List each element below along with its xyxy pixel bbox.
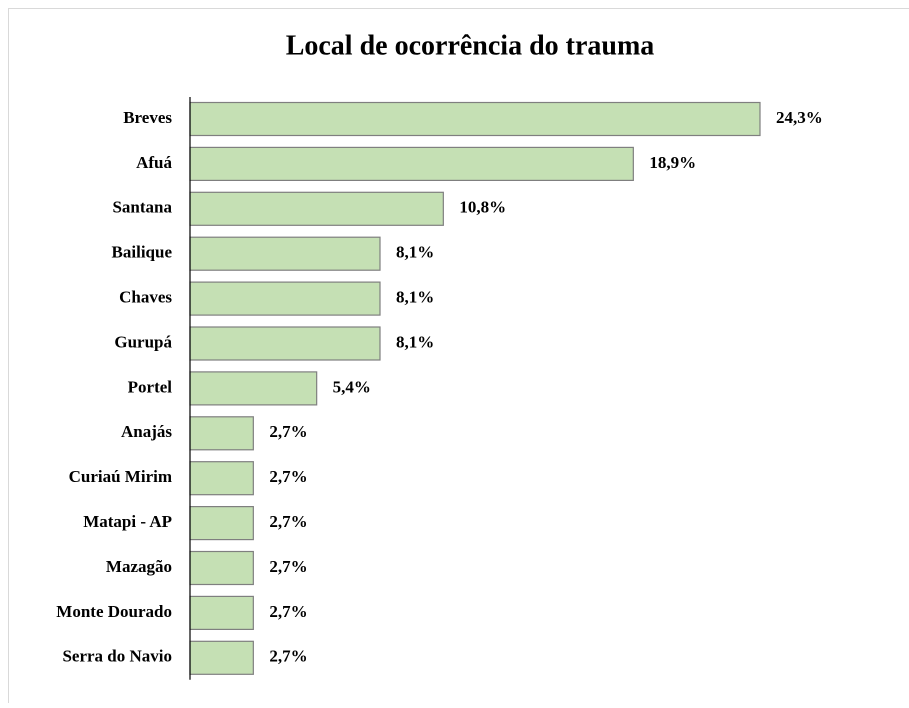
y-tick-label: Serra do Navio [62, 647, 172, 666]
y-tick-label: Afuá [136, 153, 172, 172]
bar [190, 417, 253, 450]
data-label: 8,1% [396, 332, 434, 351]
data-label: 18,9% [649, 153, 696, 172]
data-label: 2,7% [269, 602, 307, 621]
bar [190, 327, 380, 360]
bar [190, 641, 253, 674]
data-label: 2,7% [269, 467, 307, 486]
data-label: 5,4% [333, 377, 371, 396]
bar [190, 552, 253, 585]
y-tick-label: Anajás [121, 422, 172, 441]
chart-title: Local de ocorrência do trauma [286, 30, 655, 61]
data-label: 24,3% [776, 108, 823, 127]
bar [190, 282, 380, 315]
data-label: 10,8% [459, 198, 506, 217]
data-label: 2,7% [269, 512, 307, 531]
data-label: 2,7% [269, 557, 307, 576]
bar [190, 103, 760, 136]
y-tick-label: Gurupá [114, 332, 172, 351]
y-tick-label: Santana [112, 198, 172, 217]
bar [190, 596, 253, 629]
y-tick-label: Chaves [119, 288, 172, 307]
y-tick-label: Mazagão [106, 557, 172, 576]
bar [190, 507, 253, 540]
bar [190, 237, 380, 270]
y-tick-label: Breves [123, 108, 172, 127]
y-tick-label: Matapi - AP [83, 512, 172, 531]
bar [190, 192, 443, 225]
y-tick-label: Bailique [112, 243, 173, 262]
y-tick-label: Curiaú Mirim [69, 467, 172, 486]
data-label: 2,7% [269, 422, 307, 441]
bar [190, 147, 633, 180]
data-label: 8,1% [396, 288, 434, 307]
bar [190, 372, 317, 405]
data-label: 2,7% [269, 647, 307, 666]
y-tick-label: Portel [128, 377, 173, 396]
y-tick-label: Monte Dourado [56, 602, 172, 621]
data-label: 8,1% [396, 243, 434, 262]
bar [190, 462, 253, 495]
